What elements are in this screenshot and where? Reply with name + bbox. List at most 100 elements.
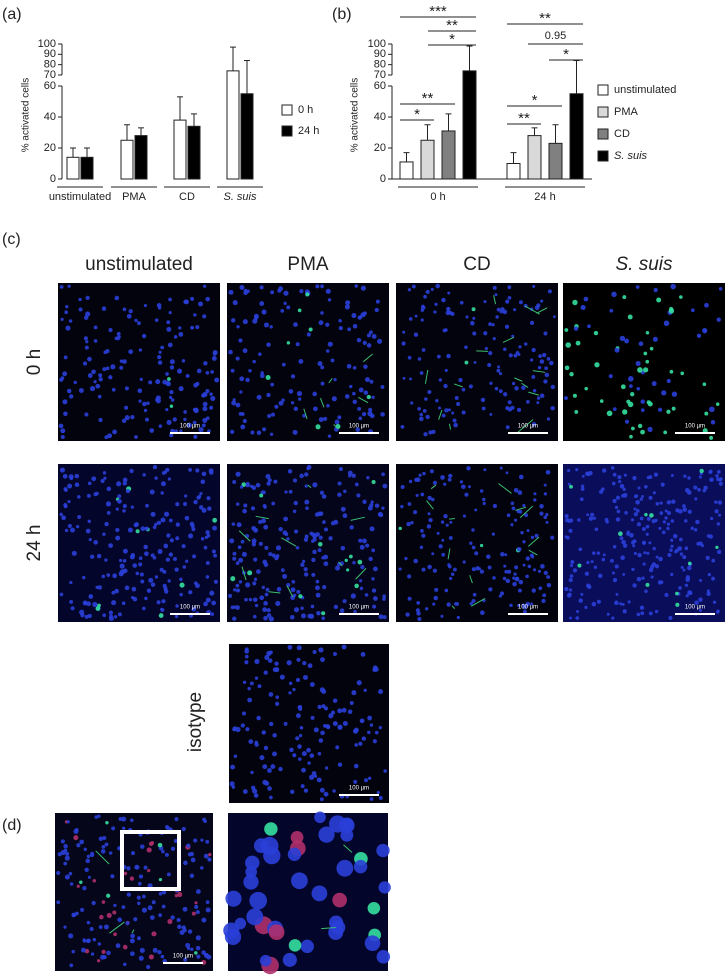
cell: [407, 288, 412, 292]
cell: [531, 588, 536, 593]
cell: [239, 485, 244, 489]
cell: [260, 518, 266, 524]
cell: [469, 602, 473, 606]
cell: [235, 583, 240, 588]
cell: [173, 557, 177, 561]
cell: [69, 580, 73, 585]
cell: [492, 576, 496, 580]
cell: [341, 644, 347, 650]
cell: [629, 434, 633, 439]
cell: [539, 503, 544, 509]
cell: [353, 779, 358, 784]
cell: [419, 416, 424, 422]
cell: [250, 430, 255, 435]
cell: [319, 687, 325, 693]
micrograph: 100 µm: [396, 283, 558, 441]
cell: [302, 660, 307, 666]
scale-bar-label: 100 µm: [518, 605, 538, 611]
cell: [87, 875, 92, 879]
process: [241, 566, 247, 581]
cell: [334, 419, 340, 425]
bar: [120, 139, 134, 180]
cell: [205, 561, 210, 565]
cell: [149, 489, 155, 495]
cell: [312, 391, 317, 397]
cell: [107, 433, 113, 439]
y-tick-label: 80: [374, 59, 386, 71]
cell: [103, 476, 107, 480]
cell: [694, 600, 699, 605]
cell: [459, 480, 464, 484]
cell: [682, 568, 686, 572]
cell: [262, 490, 266, 495]
cell: [185, 559, 189, 563]
cell: [288, 691, 292, 695]
cell: [441, 297, 446, 303]
cell: [319, 490, 325, 495]
significance-label: ***: [429, 3, 447, 20]
cell: [125, 488, 131, 494]
cell: [110, 874, 115, 879]
cell: [67, 284, 71, 288]
cell: [338, 326, 343, 331]
row-label: 24 h: [24, 525, 45, 562]
cell: [420, 528, 424, 533]
cell: [122, 568, 128, 574]
cell: [325, 724, 330, 729]
cell: [105, 820, 109, 825]
cell: [166, 826, 171, 831]
cell: [161, 904, 166, 909]
y-tick-label: 60: [44, 80, 56, 92]
cell: [89, 385, 96, 392]
cell: [205, 530, 210, 535]
process: [358, 396, 369, 404]
cell: [479, 543, 484, 548]
cell: [202, 391, 208, 397]
cell: [518, 474, 524, 480]
cell: [254, 658, 260, 665]
cell: [594, 527, 599, 532]
cell: [69, 394, 74, 399]
cell: [711, 576, 716, 581]
cell: [502, 576, 507, 581]
cell: [138, 556, 143, 560]
cell: [543, 515, 548, 520]
cell: [85, 938, 91, 944]
cell: [121, 816, 127, 822]
cell: [105, 501, 112, 507]
cell: [269, 795, 273, 800]
cell: [111, 590, 116, 595]
cell: [662, 520, 667, 524]
cell: [715, 545, 719, 550]
cell: [271, 553, 276, 558]
cell: [129, 554, 135, 560]
cell: [546, 417, 551, 421]
cell: [654, 609, 659, 614]
cell: [506, 513, 511, 518]
cell: [148, 841, 154, 847]
cell: [318, 535, 323, 540]
cell: [140, 526, 146, 532]
cell: [280, 309, 285, 313]
cell: [205, 575, 210, 579]
cell: [400, 484, 405, 489]
cell: [118, 558, 123, 563]
cell: [124, 405, 129, 410]
cell: [138, 955, 144, 961]
panel-label: (c): [2, 231, 21, 248]
cell: [63, 411, 68, 417]
cell: [505, 578, 511, 584]
cell: [305, 292, 310, 297]
cell: [288, 939, 302, 952]
cell: [341, 818, 354, 830]
cell: [136, 895, 141, 900]
bar: [226, 70, 240, 180]
cell: [193, 407, 199, 412]
cell: [569, 574, 574, 578]
cell: [134, 318, 138, 323]
cell: [177, 368, 183, 374]
cell: [427, 564, 432, 570]
cell: [401, 341, 406, 346]
cell: [65, 325, 71, 331]
cell: [261, 730, 266, 735]
